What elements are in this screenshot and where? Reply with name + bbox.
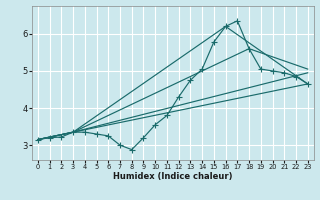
X-axis label: Humidex (Indice chaleur): Humidex (Indice chaleur) [113,172,233,181]
